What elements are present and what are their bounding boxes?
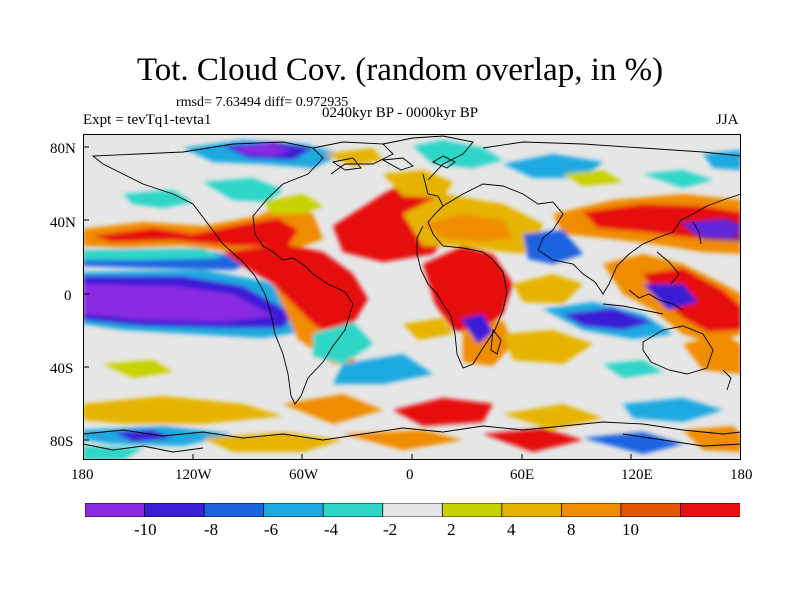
colorbar-label-4: 4	[507, 520, 516, 539]
colorbar-label-neg4: -4	[324, 520, 339, 539]
colorbar-swatch	[144, 502, 205, 518]
lon-label-0: 0	[406, 467, 414, 483]
cloud-anomaly-field	[83, 140, 741, 460]
colorbar-swatch	[84, 502, 146, 518]
colorbar-swatch	[203, 502, 265, 518]
colorbar-label-8: 8	[567, 520, 576, 539]
lat-label-80n: 80N	[50, 141, 76, 157]
colorbar-label-neg10: -10	[134, 520, 157, 539]
colorbar-swatch	[501, 502, 563, 518]
colorbar-swatch	[680, 502, 741, 518]
colorbar-label-10: 10	[622, 520, 639, 539]
lon-label-60w: 60W	[289, 467, 319, 483]
lat-label-40n: 40N	[50, 215, 76, 231]
colorbar-label-neg6: -6	[264, 520, 279, 539]
lon-label-120e: 120E	[621, 467, 653, 483]
lon-label-180e: 180	[730, 467, 753, 483]
map-frame	[83, 134, 741, 460]
cloud-cover-map	[83, 134, 741, 460]
colorbar	[84, 502, 741, 518]
colorbar-swatch	[382, 502, 444, 518]
colorbar-svg	[84, 502, 741, 518]
lon-label-180w: 180	[71, 467, 94, 483]
colorbar-swatch	[263, 502, 325, 518]
colorbar-swatch	[560, 502, 622, 518]
lat-label-80s: 80S	[50, 434, 74, 450]
colorbar-label-neg8: -8	[204, 520, 219, 539]
colorbar-swatch	[441, 502, 503, 518]
lon-label-60e: 60E	[510, 467, 535, 483]
colorbar-label-neg2: -2	[383, 520, 398, 539]
map-svg	[83, 134, 741, 460]
season-label: JJA	[716, 112, 739, 128]
map-title: Tot. Cloud Cov. (random overlap, in %)	[136, 52, 664, 88]
rmsd-diff-stats: rmsd= 7.63494 diff= 0.972935	[176, 95, 349, 110]
colorbar-label-2: 2	[447, 520, 456, 539]
colorbar-swatch	[322, 502, 384, 518]
lat-label-0: 0	[64, 288, 72, 304]
lon-label-120w: 120W	[175, 467, 212, 483]
coastlines	[83, 135, 741, 453]
colorbar-swatch	[620, 502, 682, 518]
lat-label-40s: 40S	[50, 361, 74, 377]
experiment-label: Expt = tevTq1-tevta1	[83, 112, 212, 128]
period-label: 0240kyr BP - 0000kyr BP	[322, 105, 479, 121]
